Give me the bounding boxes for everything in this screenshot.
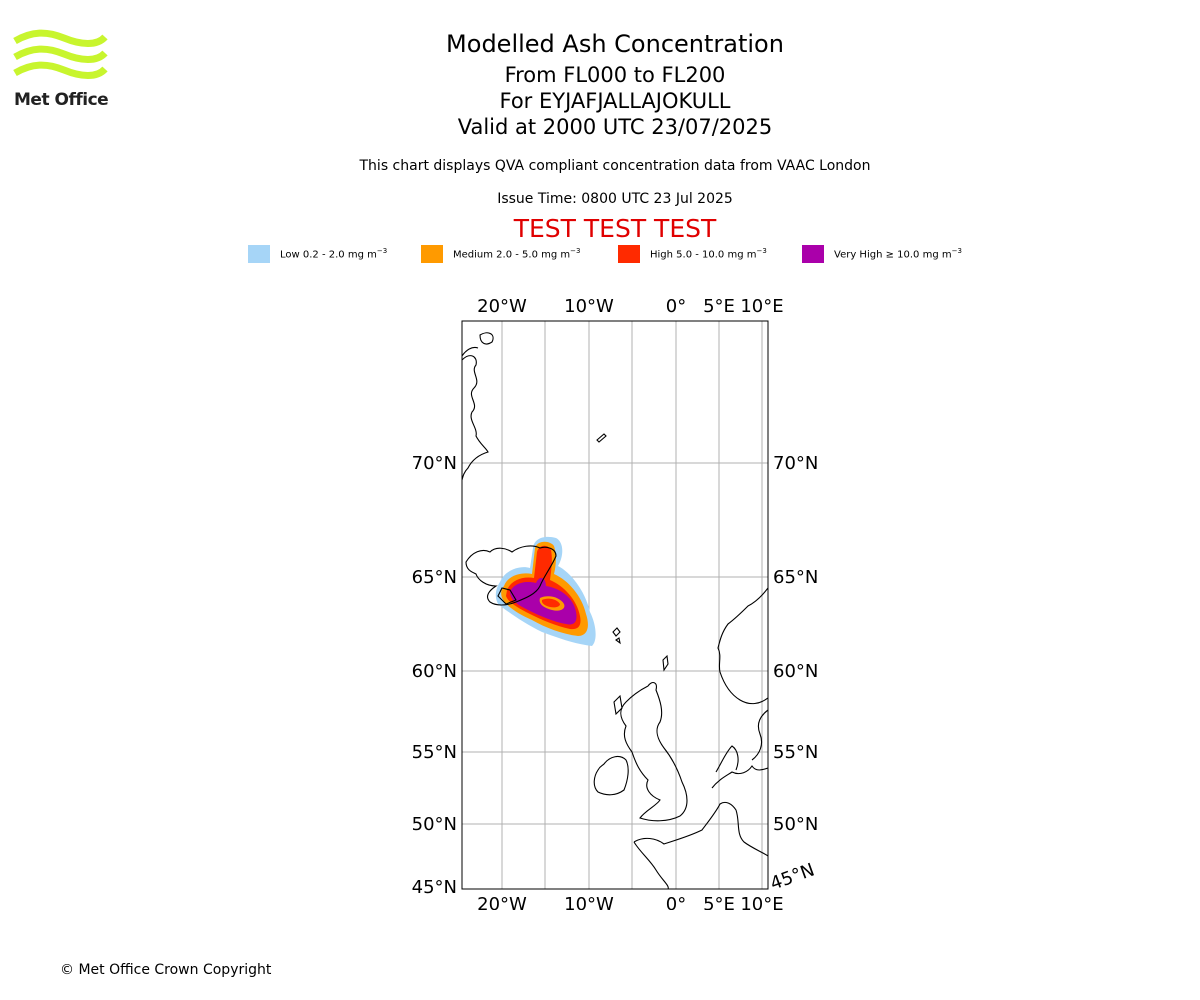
lat-label-left-70n: 70°N — [412, 453, 457, 474]
lat-label-right-70n: 70°N — [773, 453, 818, 474]
legend-item-medium: Medium 2.0 - 5.0 mg m−3 — [421, 244, 580, 264]
lat-label-right-50n: 50°N — [773, 814, 818, 835]
issue-time: Issue Time: 0800 UTC 23 Jul 2025 — [497, 191, 733, 207]
lat-label-right-65n: 65°N — [773, 567, 818, 588]
legend-swatch-high — [618, 245, 640, 263]
lat-label-right-60n: 60°N — [773, 661, 818, 682]
lat-label-right-55n: 55°N — [773, 742, 818, 763]
legend-label-high: High 5.0 - 10.0 mg m — [650, 249, 757, 261]
lat-label-left-60n: 60°N — [412, 661, 457, 682]
legend-item-low: Low 0.2 - 2.0 mg m−3 — [248, 244, 387, 264]
met-office-logo-icon — [13, 29, 108, 79]
logo-text: Met Office — [14, 90, 109, 110]
legend-label-low: Low 0.2 - 2.0 mg m — [280, 249, 377, 261]
lon-label-bottom-0: 0° — [666, 894, 686, 910]
lon-label-bottom-5e: 5°E — [703, 894, 735, 910]
copyright-notice: © Met Office Crown Copyright — [60, 962, 272, 978]
ash-map: 20°W 10°W 0° 5°E 10°E 20°W 10°W 0° 5°E 1… — [412, 296, 819, 910]
lon-label-top-0: 0° — [666, 296, 686, 317]
chart-description: This chart displays QVA compliant concen… — [359, 158, 871, 174]
lat-label-left-65n: 65°N — [412, 567, 457, 588]
chart-title: Modelled Ash Concentration — [446, 30, 784, 58]
test-banner: TEST TEST TEST — [513, 214, 717, 243]
lon-label-top-20w: 20°W — [477, 296, 527, 317]
legend-swatch-very-high — [802, 245, 824, 263]
legend-item-high: High 5.0 - 10.0 mg m−3 — [618, 244, 767, 264]
legend-swatch-medium — [421, 245, 443, 263]
legend-unit-exponent: −3 — [756, 247, 767, 256]
legend-unit-exponent: −3 — [570, 247, 581, 256]
legend-unit-exponent: −3 — [376, 247, 388, 256]
flight-level-range: From FL000 to FL200 — [504, 63, 726, 87]
legend-label-medium: Medium 2.0 - 5.0 mg m — [453, 249, 571, 261]
valid-time: Valid at 2000 UTC 23/07/2025 — [457, 115, 773, 139]
volcano-name: For EYJAFJALLAJOKULL — [499, 89, 731, 113]
lat-label-left-55n: 55°N — [412, 742, 457, 763]
lon-label-top-10e: 10°E — [740, 296, 783, 317]
legend-item-very-high: Very High ≥ 10.0 mg m−3 — [802, 244, 962, 264]
lat-label-left-45n: 45°N — [412, 877, 457, 898]
lon-label-bottom-10e: 10°E — [740, 894, 783, 910]
ash-high-interior — [541, 598, 560, 608]
legend-swatch-low — [248, 245, 270, 263]
legend-unit-exponent: −3 — [951, 247, 962, 256]
legend-label-very-high: Very High ≥ 10.0 mg m — [834, 249, 952, 261]
map-frame — [461, 320, 769, 890]
lon-label-top-5e: 5°E — [703, 296, 735, 317]
coastlines — [462, 332, 768, 889]
lon-label-bottom-10w: 10°W — [564, 894, 614, 910]
lat-label-left-50n: 50°N — [412, 814, 457, 835]
lat-label-right-45n: 45°N — [768, 859, 818, 894]
lon-label-bottom-20w: 20°W — [477, 894, 527, 910]
lon-label-top-10w: 10°W — [564, 296, 614, 317]
